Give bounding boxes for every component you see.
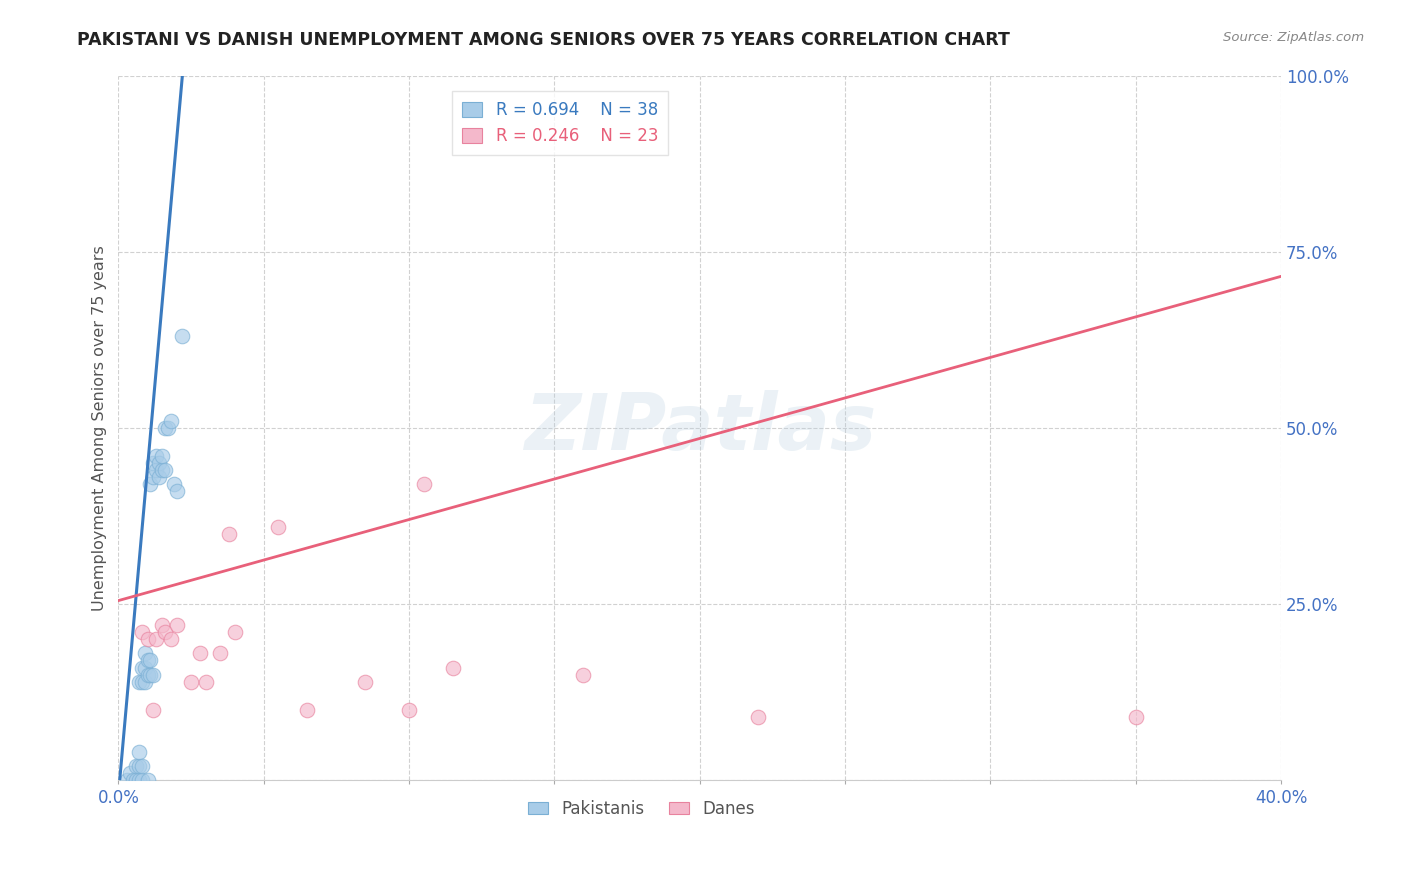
Point bbox=[441, 660, 464, 674]
Point bbox=[148, 470, 170, 484]
Point bbox=[131, 625, 153, 640]
Point bbox=[297, 703, 319, 717]
Point bbox=[125, 759, 148, 773]
Point bbox=[150, 618, 173, 632]
Point bbox=[125, 773, 148, 788]
Text: Source: ZipAtlas.com: Source: ZipAtlas.com bbox=[1223, 31, 1364, 45]
Point bbox=[180, 674, 202, 689]
Point bbox=[156, 421, 179, 435]
Point bbox=[131, 660, 153, 674]
Point bbox=[128, 773, 150, 788]
Point bbox=[166, 484, 188, 499]
Point bbox=[145, 632, 167, 647]
Point bbox=[747, 710, 769, 724]
Point bbox=[166, 618, 188, 632]
Legend: Pakistanis, Danes: Pakistanis, Danes bbox=[522, 794, 762, 825]
Point bbox=[572, 667, 595, 681]
Point bbox=[354, 674, 377, 689]
Point bbox=[134, 674, 156, 689]
Point bbox=[224, 625, 246, 640]
Point bbox=[128, 674, 150, 689]
Point bbox=[398, 703, 420, 717]
Point bbox=[139, 667, 162, 681]
Point bbox=[412, 477, 434, 491]
Point bbox=[131, 759, 153, 773]
Point bbox=[150, 449, 173, 463]
Text: PAKISTANI VS DANISH UNEMPLOYMENT AMONG SENIORS OVER 75 YEARS CORRELATION CHART: PAKISTANI VS DANISH UNEMPLOYMENT AMONG S… bbox=[77, 31, 1010, 49]
Text: ZIPatlas: ZIPatlas bbox=[523, 390, 876, 466]
Point bbox=[136, 667, 159, 681]
Point bbox=[131, 674, 153, 689]
Point bbox=[115, 773, 138, 788]
Point bbox=[142, 667, 165, 681]
Point bbox=[1125, 710, 1147, 724]
Point bbox=[142, 456, 165, 470]
Point bbox=[145, 463, 167, 477]
Point bbox=[267, 519, 290, 533]
Point bbox=[139, 477, 162, 491]
Point bbox=[134, 660, 156, 674]
Point bbox=[148, 456, 170, 470]
Point bbox=[145, 449, 167, 463]
Point bbox=[153, 463, 176, 477]
Point bbox=[136, 632, 159, 647]
Point bbox=[153, 421, 176, 435]
Point bbox=[120, 766, 142, 780]
Point bbox=[188, 647, 211, 661]
Point bbox=[136, 653, 159, 667]
Point bbox=[142, 703, 165, 717]
Point bbox=[172, 329, 194, 343]
Point bbox=[209, 647, 232, 661]
Point bbox=[128, 759, 150, 773]
Point bbox=[122, 773, 145, 788]
Point bbox=[136, 773, 159, 788]
Point bbox=[142, 470, 165, 484]
Point bbox=[131, 773, 153, 788]
Point bbox=[218, 526, 240, 541]
Point bbox=[159, 414, 181, 428]
Point bbox=[128, 745, 150, 759]
Y-axis label: Unemployment Among Seniors over 75 years: Unemployment Among Seniors over 75 years bbox=[93, 245, 107, 611]
Point bbox=[163, 477, 186, 491]
Point bbox=[139, 653, 162, 667]
Point bbox=[194, 674, 217, 689]
Point bbox=[153, 625, 176, 640]
Point bbox=[134, 647, 156, 661]
Point bbox=[150, 463, 173, 477]
Point bbox=[159, 632, 181, 647]
